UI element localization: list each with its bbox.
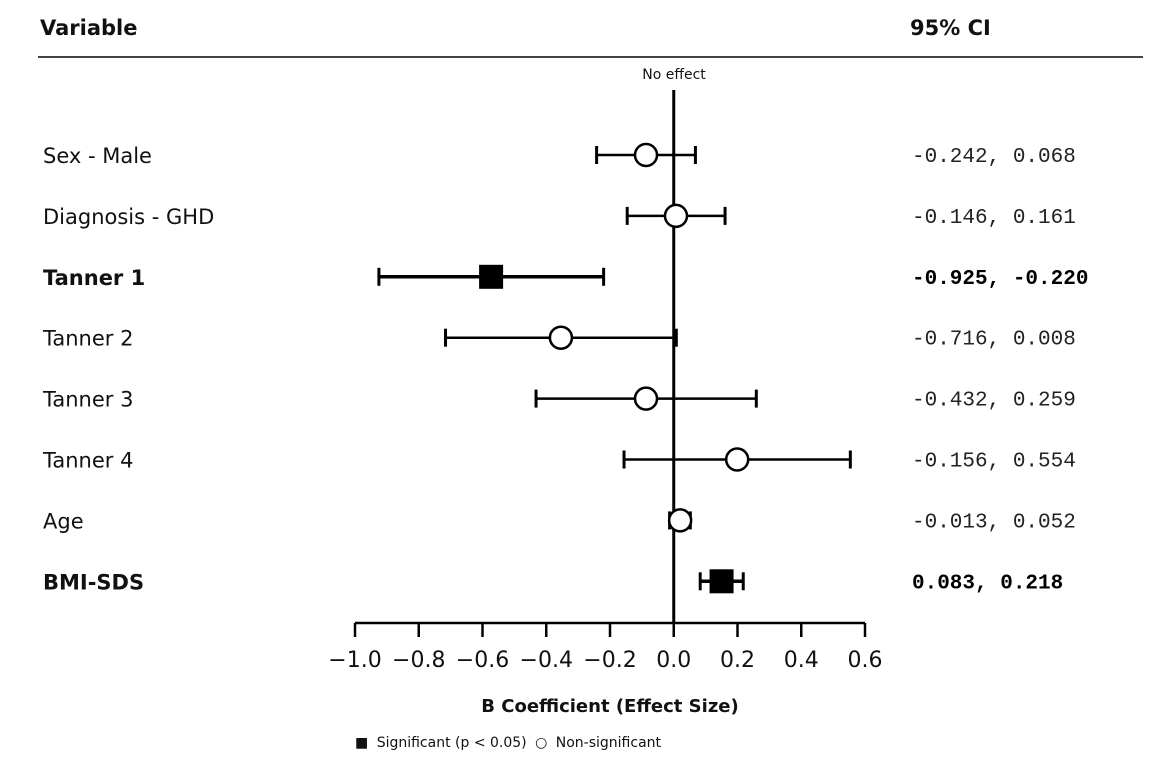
ci-text: -0.925, -0.220 — [912, 268, 1088, 291]
row-bmi-sds: BMI-SDS 0.083, 0.218 — [43, 569, 1063, 595]
row-diagnosis-ghd: Diagnosis - GHD -0.146, 0.161 — [43, 203, 1076, 230]
row-label: Tanner 4 — [42, 449, 133, 473]
marker-significant — [709, 569, 734, 594]
marker-nonsignificant — [667, 508, 693, 533]
x-tick-label: −1.0 — [328, 648, 381, 673]
header-variable: Variable — [40, 16, 137, 40]
x-tick-label: −0.2 — [583, 648, 636, 673]
row-label: Diagnosis - GHD — [43, 205, 214, 229]
ci-text: -0.013, 0.052 — [912, 511, 1076, 534]
legend-significant-label: Significant (p < 0.05) — [377, 735, 527, 751]
no-effect-label: No effect — [642, 67, 706, 83]
x-tick-label: 0.2 — [720, 648, 755, 673]
row-tanner-3: Tanner 3 -0.432, 0.259 — [42, 386, 1076, 413]
row-label: Tanner 3 — [42, 388, 133, 412]
x-tick-label: 0.6 — [848, 648, 883, 673]
x-tick-label: 0.0 — [656, 648, 691, 673]
header-ci: 95% CI — [910, 16, 991, 40]
row-label: Age — [43, 509, 84, 533]
rows-group: Sex - Male -0.242, 0.068 Diagnosis - GHD -0… — [42, 90, 1088, 623]
x-tick-label: −0.8 — [392, 648, 445, 673]
row-label: BMI-SDS — [43, 570, 144, 594]
row-label: Sex - Male — [43, 144, 152, 168]
legend-significant-symbol: ■ — [355, 735, 368, 751]
x-tick-label: 0.4 — [784, 648, 819, 673]
marker-nonsignificant — [633, 386, 659, 411]
marker-nonsignificant — [663, 203, 689, 229]
ci-text: -0.716, 0.008 — [912, 329, 1076, 352]
ci-text: -0.432, 0.259 — [912, 390, 1076, 413]
legend: ■ Significant (p < 0.05) ○ Non-significa… — [355, 735, 662, 751]
x-axis-label: B Coefficient (Effect Size) — [481, 696, 738, 717]
ci-text: -0.242, 0.068 — [912, 146, 1076, 169]
x-tick-label: −0.4 — [520, 648, 573, 673]
legend-text: ■ Significant (p < 0.05) ○ Non-significa… — [355, 735, 662, 751]
marker-nonsignificant — [633, 142, 659, 168]
x-axis: −1.0 −0.8 −0.6 −0.4 −0.2 0.0 0.2 0.4 0.6 — [328, 621, 883, 673]
row-age: Age -0.013, 0.052 — [43, 508, 1076, 534]
legend-nonsignificant-label: Non-significant — [556, 735, 662, 751]
ci-text: -0.146, 0.161 — [912, 207, 1076, 230]
row-tanner-2: Tanner 2 -0.716, 0.008 — [42, 325, 1076, 352]
row-tanner-4: Tanner 4 -0.156, 0.554 — [42, 447, 1076, 474]
row-tanner-1: Tanner 1 -0.925, -0.220 — [43, 264, 1088, 291]
row-sex-male: Sex - Male -0.242, 0.068 — [43, 142, 1076, 169]
ci-text: 0.083, 0.218 — [912, 572, 1063, 595]
ci-text: -0.156, 0.554 — [912, 451, 1076, 474]
row-label: Tanner 2 — [42, 327, 133, 351]
x-tick-label: −0.6 — [456, 648, 509, 673]
marker-significant — [479, 264, 504, 289]
marker-nonsignificant — [724, 447, 750, 472]
row-label: Tanner 1 — [43, 266, 145, 290]
legend-nonsignificant-symbol: ○ — [535, 735, 547, 751]
marker-nonsignificant — [548, 325, 574, 350]
